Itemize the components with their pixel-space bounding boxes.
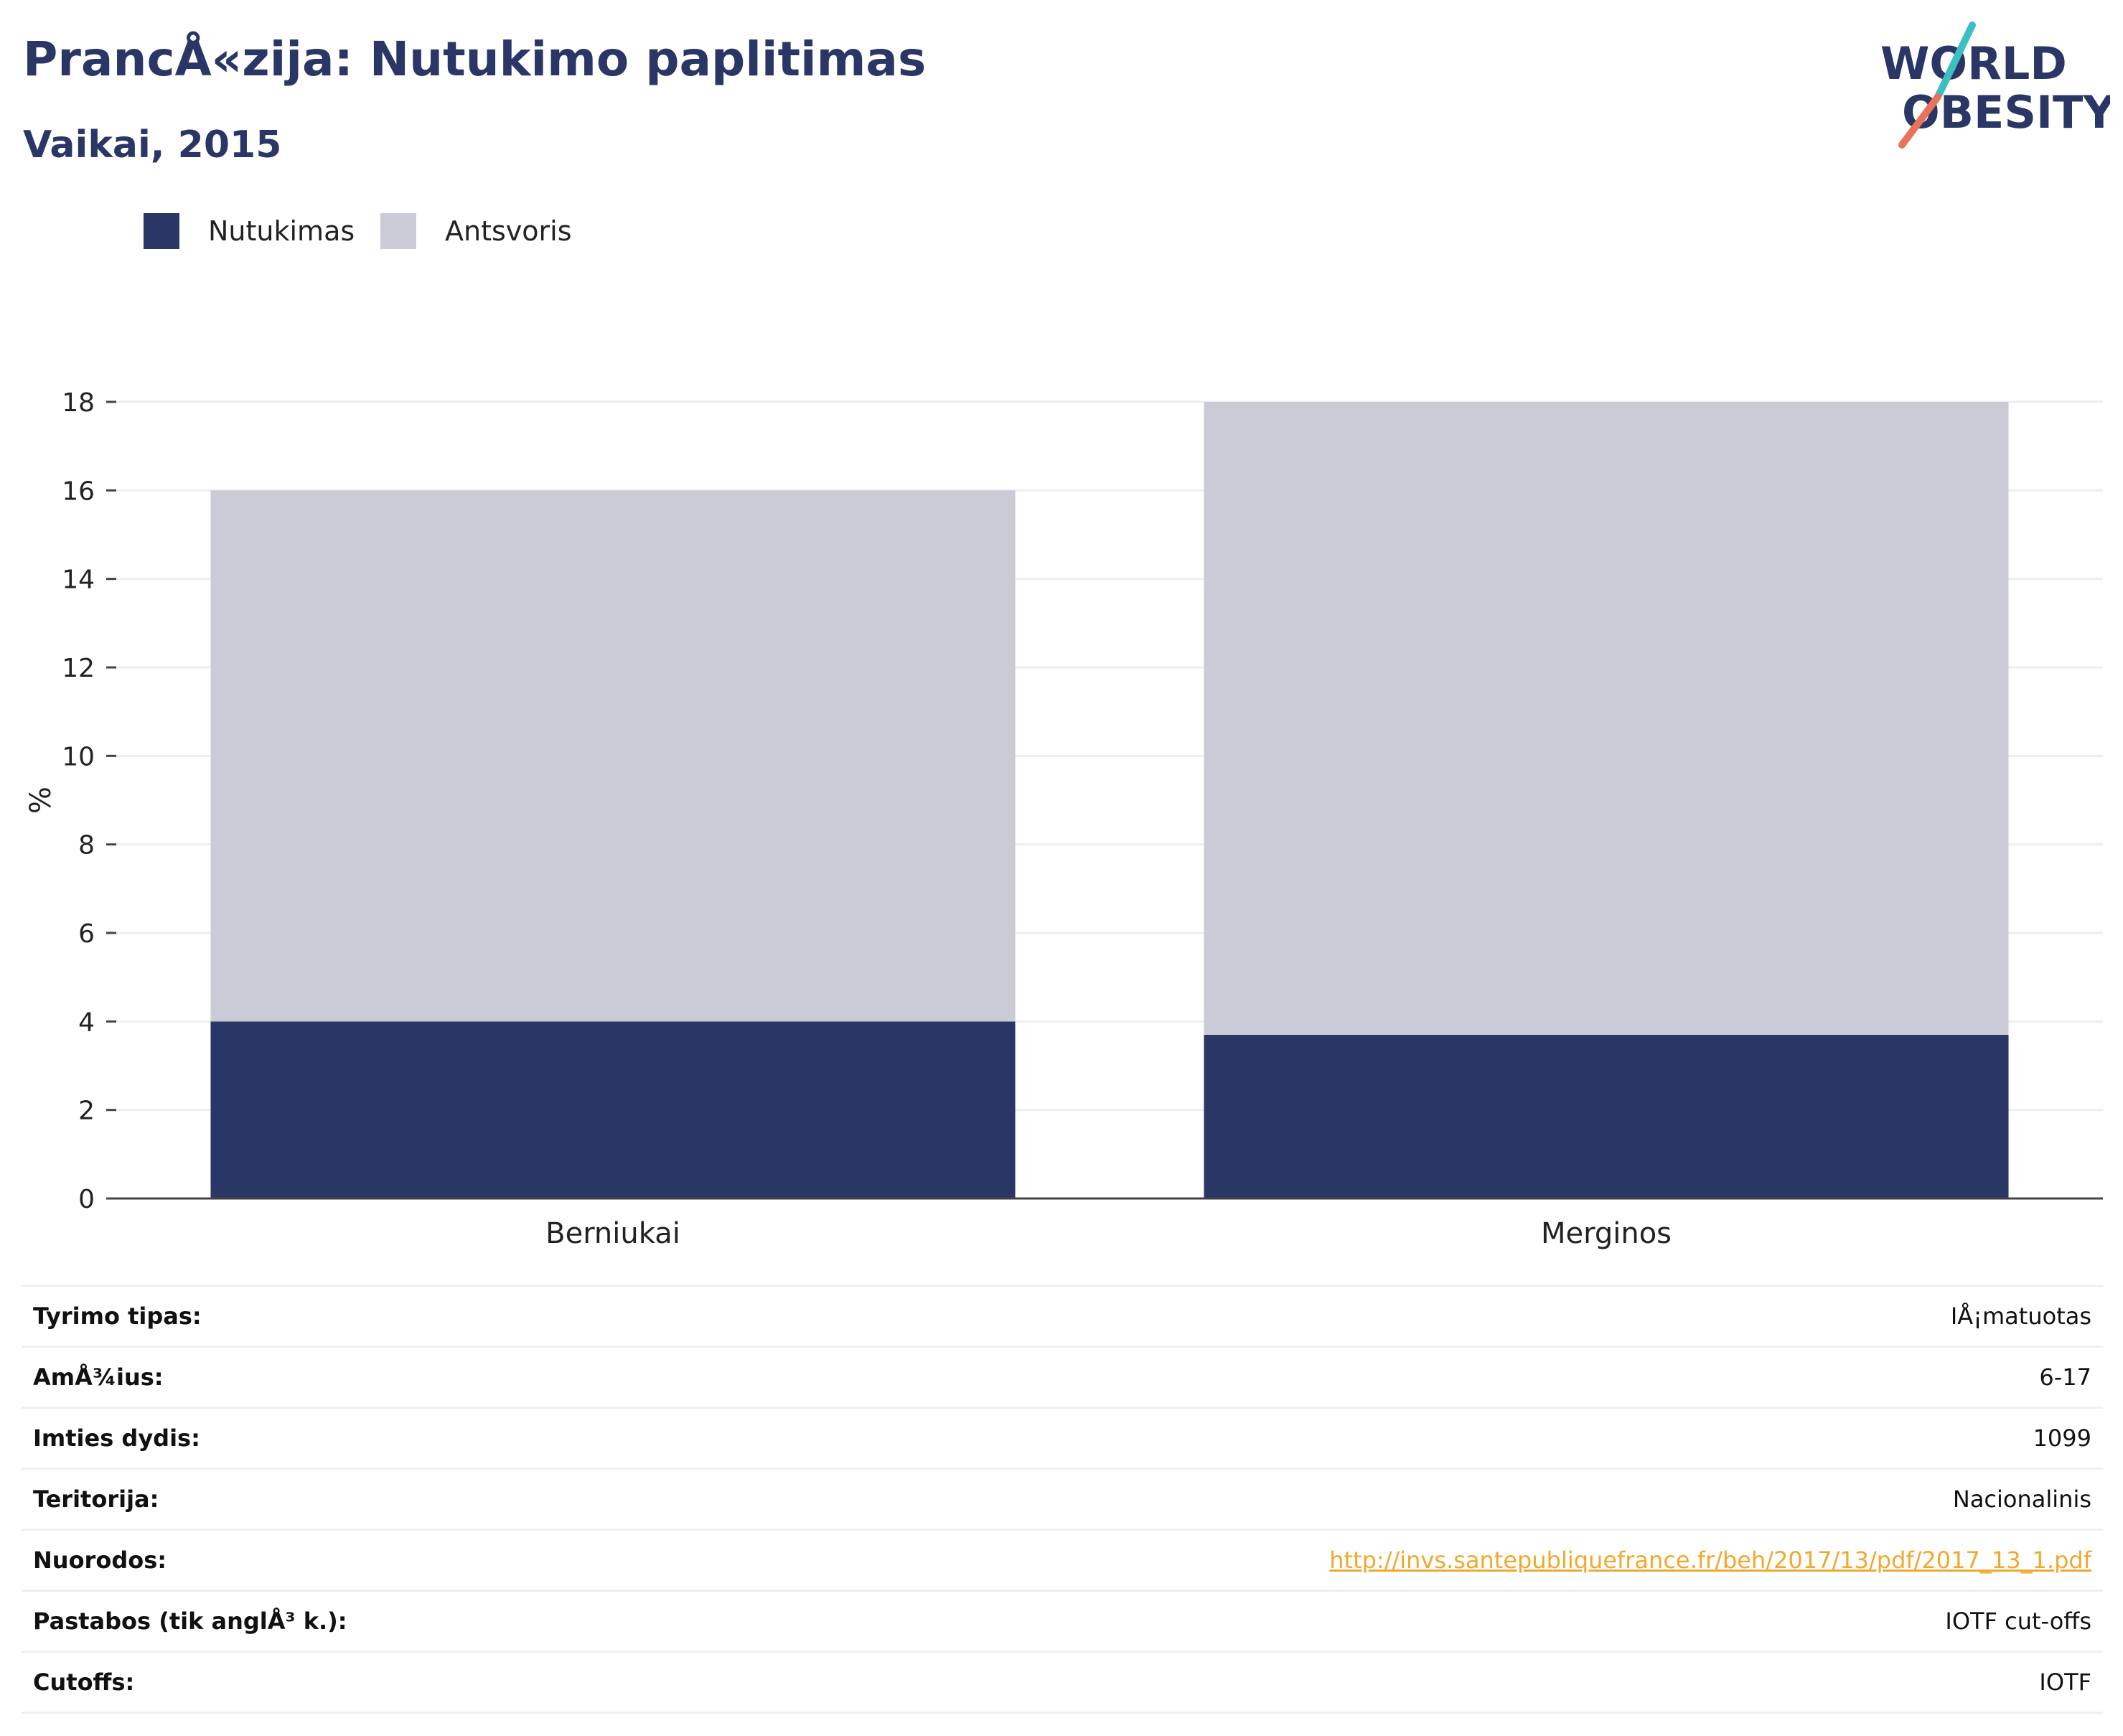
info-value: IOTF [647,1651,2103,1714]
y-tick-label: 12 [62,654,95,683]
world-obesity-logo: WORLD OBESITY [1880,22,2110,149]
bars [210,402,2009,1198]
y-axis-ticks: 0 2 4 6 8 10 12 14 16 18 [62,388,116,1214]
y-tick-label: 14 [62,566,95,595]
chart-subtitle: Vaikai, 2015 [23,123,282,166]
info-key: Pastabos (tik anglÅ³ k.): [22,1590,647,1652]
stacked-bar-chart: 0 2 4 6 8 10 12 14 16 18 Berniukai Merginos % [24,388,2103,1250]
legend-item-nutukimas[interactable]: Nutukimas [144,210,355,253]
logo-line1: WORLD [1880,37,2067,90]
y-tick-label: 4 [78,1008,95,1037]
y-tick-label: 18 [62,388,95,418]
legend-item-antsvoris[interactable]: Antsvoris [380,210,572,253]
info-value: http://invs.santepubliquefrance.fr/beh/2… [647,1529,2103,1591]
reference-link[interactable]: http://invs.santepubliquefrance.fr/beh/2… [1329,1547,2091,1574]
y-tick-label: 8 [78,831,95,860]
legend-label-antsvoris: Antsvoris [445,215,572,247]
chart-title: PrancÅ«zija: Nutukimo paplitimas [23,32,927,87]
x-axis-labels: Berniukai Merginos [545,1217,1672,1250]
y-tick-label: 10 [62,742,95,771]
legend-swatch-antsvoris [380,213,416,249]
legend-swatch-nutukimas [144,213,179,249]
info-key: Teritorija: [22,1468,647,1530]
logo-slash-bottom [1898,93,1941,149]
info-value: IOTF cut-offs [647,1590,2103,1652]
bar-antsvoris-merginos[interactable] [1204,402,2009,1035]
info-value: 6-17 [647,1346,2103,1408]
info-key: Tyrimo tipas: [22,1285,647,1347]
info-key: AmÅ¾ius: [22,1346,647,1408]
info-value: 1099 [647,1407,2103,1469]
bar-nutukimas-merginos[interactable] [1204,1034,2009,1198]
info-row: Tyrimo tipas: IÅ¡matuotas [22,1285,2103,1347]
y-tick-label: 6 [78,919,95,949]
info-key: Nuorodos: [22,1529,647,1591]
info-key: Cutoffs: [22,1651,647,1714]
info-row: Imties dydis: 1099 [22,1407,2103,1469]
info-value: Nacionalinis [647,1468,2103,1530]
info-row: Nuorodos: http://invs.santepubliquefrance… [22,1529,2103,1591]
bar-nutukimas-berniukai[interactable] [210,1021,1016,1198]
y-tick-label: 16 [62,477,95,506]
info-row: Pastabos (tik anglÅ³ k.): IOTF cut-offs [22,1590,2103,1652]
survey-info-table: Tyrimo tipas: IÅ¡matuotas AmÅ¾ius: 6-17 Imti… [22,1285,2103,1714]
bar-antsvoris-berniukai[interactable] [210,490,1016,1022]
info-value: IÅ¡matuotas [647,1285,2103,1347]
info-row: Teritorija: Nacionalinis [22,1468,2103,1530]
info-key: Imties dydis: [22,1407,647,1469]
y-axis-label: % [24,787,57,814]
x-tick-label: Merginos [1541,1217,1672,1250]
legend-label-nutukimas: Nutukimas [208,215,355,247]
logo-slash-top [1934,22,1976,100]
y-tick-label: 2 [78,1097,95,1126]
info-row: AmÅ¾ius: 6-17 [22,1346,2103,1408]
x-tick-label: Berniukai [545,1217,680,1250]
y-tick-label: 0 [78,1185,95,1214]
info-row: Cutoffs: IOTF [22,1651,2103,1714]
